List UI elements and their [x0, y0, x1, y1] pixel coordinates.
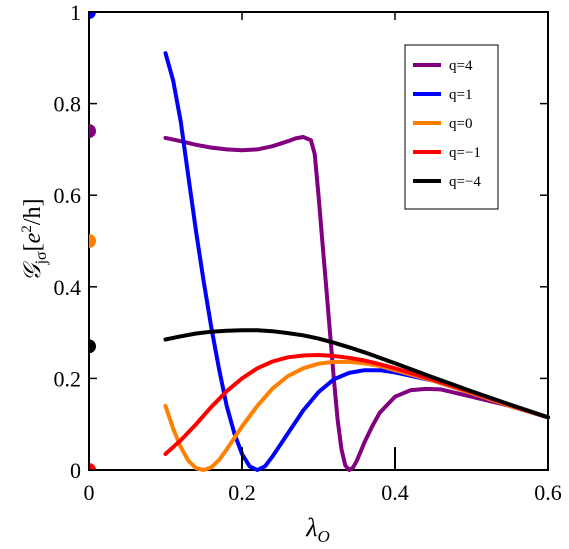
x-tick-label: 0.2	[228, 480, 256, 505]
legend-label-0: q=4	[449, 58, 473, 74]
legend-label-4: q=−4	[449, 174, 481, 190]
y-axis-label-unit-e: e	[20, 232, 46, 243]
legend: q=4 q=1 q=0 q=−1 q=−4	[404, 44, 499, 210]
legend-label-3: q=−1	[449, 145, 481, 161]
series-line-1	[163, 51, 550, 472]
y-tick-label: 0.4	[54, 275, 82, 300]
series-line-3	[163, 353, 550, 456]
zero-dot-0	[89, 124, 96, 139]
y-axis-label-main: 𝒢	[20, 261, 46, 282]
x-tick-label: 0.4	[381, 480, 409, 505]
zero-dot-3	[89, 463, 96, 470]
series-line-4	[163, 328, 550, 420]
zero-dot-4	[89, 339, 96, 354]
zero-dot-1	[89, 12, 96, 19]
axis-ticks: 0 0.2 0.4 0.6 0 0.2 0.4 0.6 0.8 1	[54, 0, 562, 505]
legend-label-1: q=1	[449, 87, 472, 103]
x-axis-label: λO	[305, 513, 330, 546]
zero-point-dots	[89, 12, 96, 470]
y-axis-label-unit-open: [	[20, 243, 46, 251]
y-tick-label: 0.2	[54, 366, 82, 391]
y-axis-label-unit-close: /h]	[20, 199, 46, 226]
x-axis-label-sub: O	[317, 527, 329, 546]
x-tick-label: 0	[84, 480, 95, 505]
x-axis-label-main: λ	[305, 513, 317, 542]
y-tick-label: 0	[70, 458, 81, 483]
y-axis-label-unit-sup: 2	[19, 225, 35, 233]
series-layer	[163, 51, 550, 472]
y-tick-label: 1	[70, 0, 81, 25]
legend-label-2: q=0	[449, 116, 472, 132]
y-tick-label: 0.8	[54, 92, 82, 117]
zero-dot-2	[89, 234, 96, 248]
y-axis-label-sub: jσ	[33, 251, 50, 265]
y-axis-label: 𝒢jσ[e2/h]	[19, 199, 50, 282]
y-tick-label: 0.6	[54, 183, 82, 208]
x-tick-label: 0.6	[534, 480, 562, 505]
